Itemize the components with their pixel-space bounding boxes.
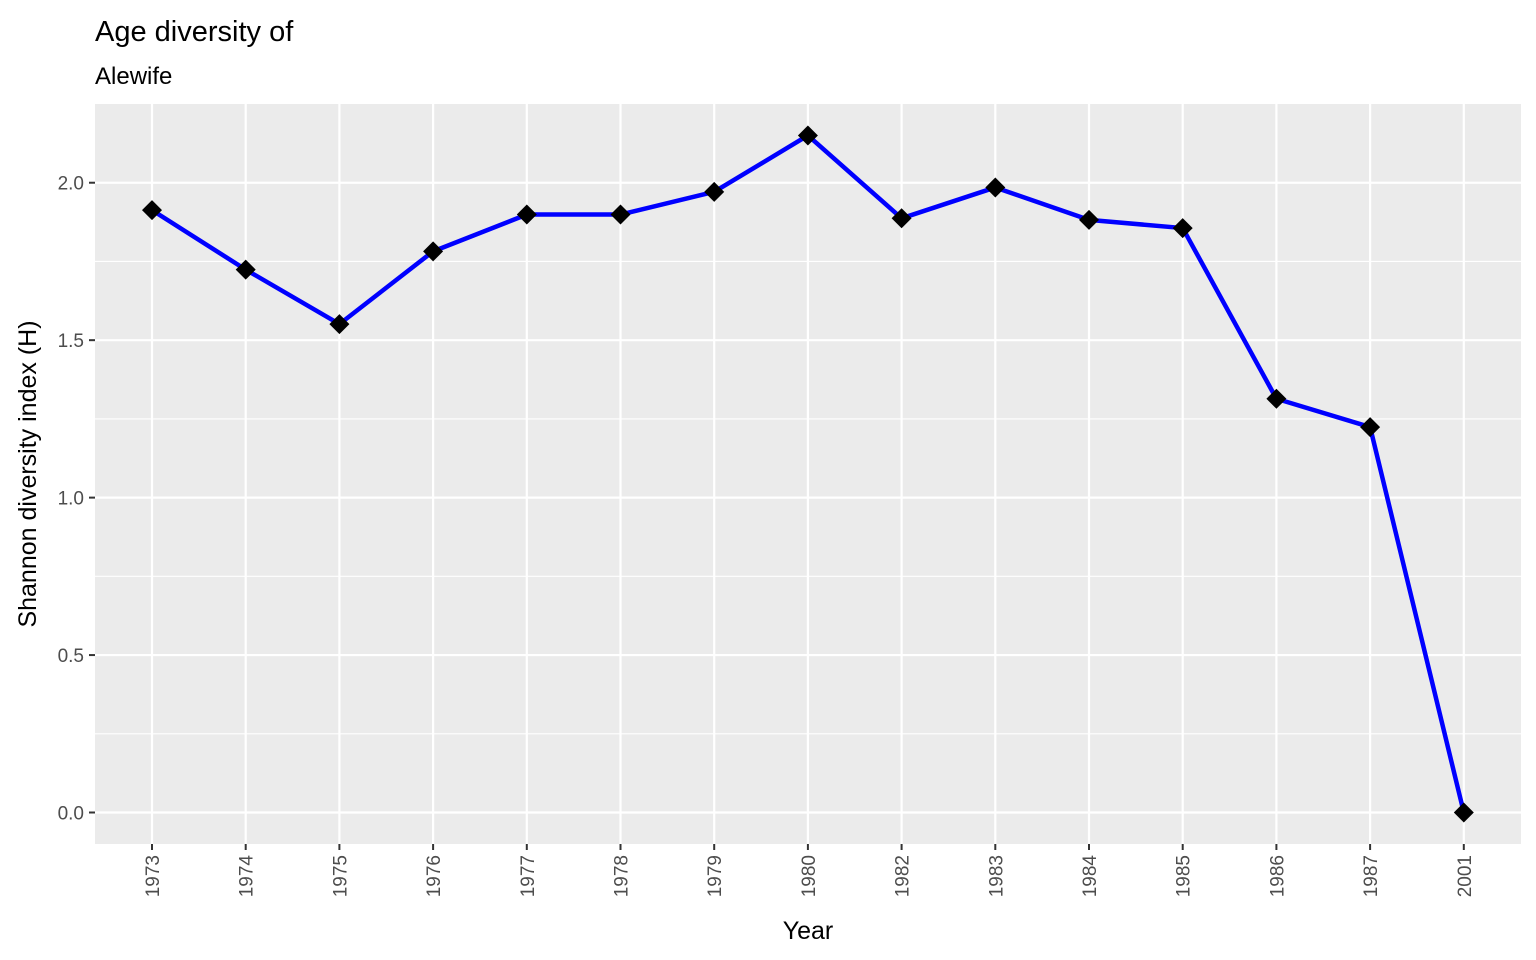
y-tick-label: 0.5 [58,646,84,667]
x-axis: 1973 1974 1975 1976 1977 1978 1979 1980 1982 1983… [143,844,1476,897]
data-point-marker [985,177,1006,198]
x-tick-label: 1975 [330,855,351,897]
x-tick-label: 1983 [986,855,1007,897]
data-point-marker [1172,218,1193,239]
data-point-marker [1079,209,1099,230]
x-tick-label: 2001 [1455,855,1476,897]
data-point-marker [704,181,725,202]
x-tick-label: 1986 [1267,855,1288,897]
y-tick-label: 1.5 [58,331,84,352]
data-point-marker [516,204,537,225]
data-point-marker [142,200,162,221]
data-point-marker [1266,388,1287,409]
x-tick-label: 1982 [893,855,914,897]
chart-title: Age diversity of [95,16,294,48]
x-tick-label: 1977 [518,855,539,897]
chart-subtitle: Alewife [95,63,172,90]
data-point-marker [329,314,350,335]
x-axis-title: Year [783,917,834,945]
x-tick-label: 1985 [1174,855,1195,897]
grid-major [95,104,1521,844]
y-axis: 0.0 0.5 1.0 1.5 2.0 [58,174,95,825]
data-markers [142,125,1474,823]
y-axis-title: Shannon diversity index (H) [14,320,42,627]
data-point-marker [891,208,912,229]
data-point-marker [1360,417,1381,438]
x-tick-label: 1974 [237,855,258,898]
x-tick-label: 1980 [799,855,820,897]
x-tick-label: 1987 [1361,855,1382,897]
x-tick-label: 1976 [424,855,445,897]
x-tick-label: 1978 [612,855,633,897]
x-tick-label: 1984 [1080,855,1101,898]
x-tick-label: 1979 [705,855,726,897]
y-tick-label: 2.0 [58,174,84,195]
data-point-marker [235,259,256,280]
data-point-marker [610,204,631,225]
x-tick-label: 1973 [143,855,164,897]
data-point-marker [423,241,444,262]
y-tick-label: 0.0 [58,804,84,825]
data-point-marker [1453,802,1474,823]
y-tick-label: 1.0 [58,489,84,510]
data-point-marker [797,125,818,146]
